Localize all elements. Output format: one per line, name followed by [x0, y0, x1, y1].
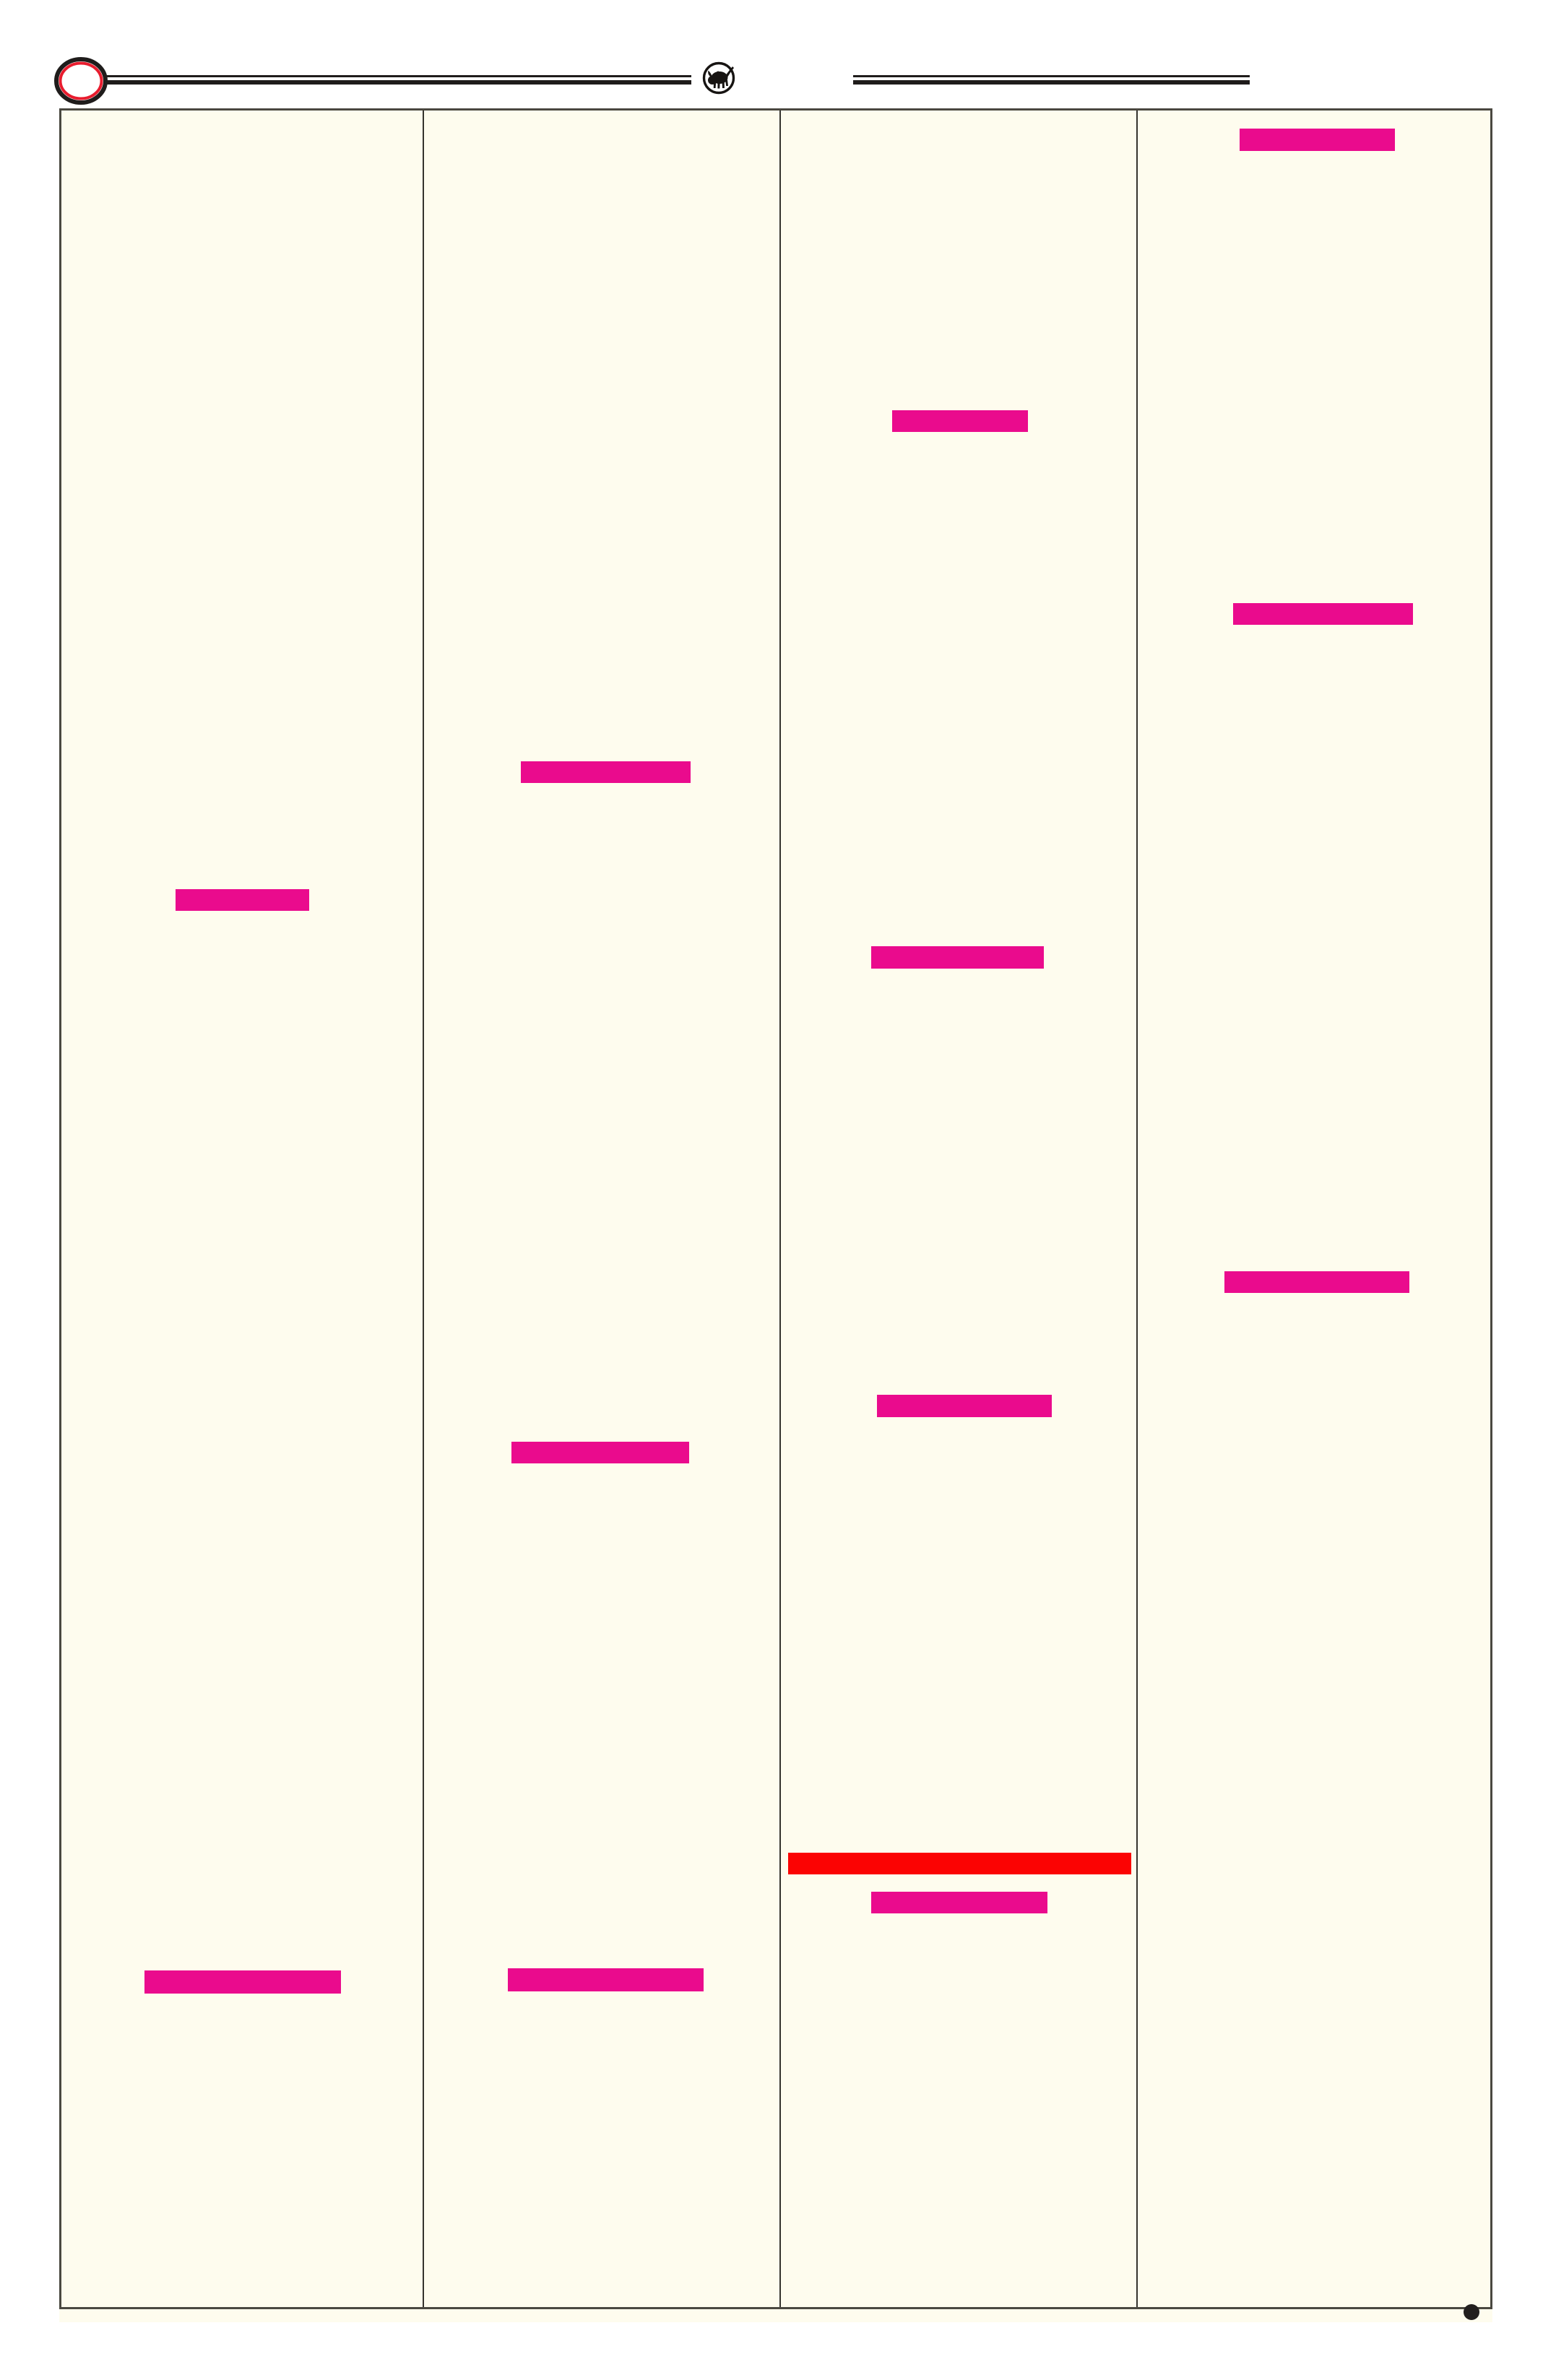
redaction-bar: [144, 1970, 341, 1994]
redaction-bar: [1233, 603, 1413, 625]
redaction-bar: [521, 761, 691, 783]
ring-icon: [54, 57, 108, 105]
newspaper-page: [59, 108, 1492, 2309]
redaction-bar: [176, 889, 309, 911]
column-divider: [1136, 111, 1138, 2307]
redaction-bar: [508, 1968, 704, 1991]
redaction-bars-layer: [61, 111, 1490, 2307]
redaction-bar: [892, 410, 1028, 432]
redaction-bar: [871, 946, 1044, 969]
redaction-bar-red: [788, 1853, 1131, 1874]
bull-emblem-icon: [702, 61, 735, 95]
redaction-bar: [871, 1892, 1047, 1913]
redaction-bar: [877, 1395, 1052, 1417]
column-divider: [423, 111, 424, 2307]
redaction-bar: [1240, 129, 1395, 151]
paper-bleed: [59, 2309, 1492, 2322]
column-divider: [779, 111, 781, 2307]
redaction-bar: [1224, 1271, 1409, 1293]
header-rule-right: [853, 75, 1250, 85]
redaction-bar: [511, 1442, 689, 1463]
page-end-dot-icon: [1464, 2304, 1479, 2320]
header-rule-left: [106, 75, 691, 85]
